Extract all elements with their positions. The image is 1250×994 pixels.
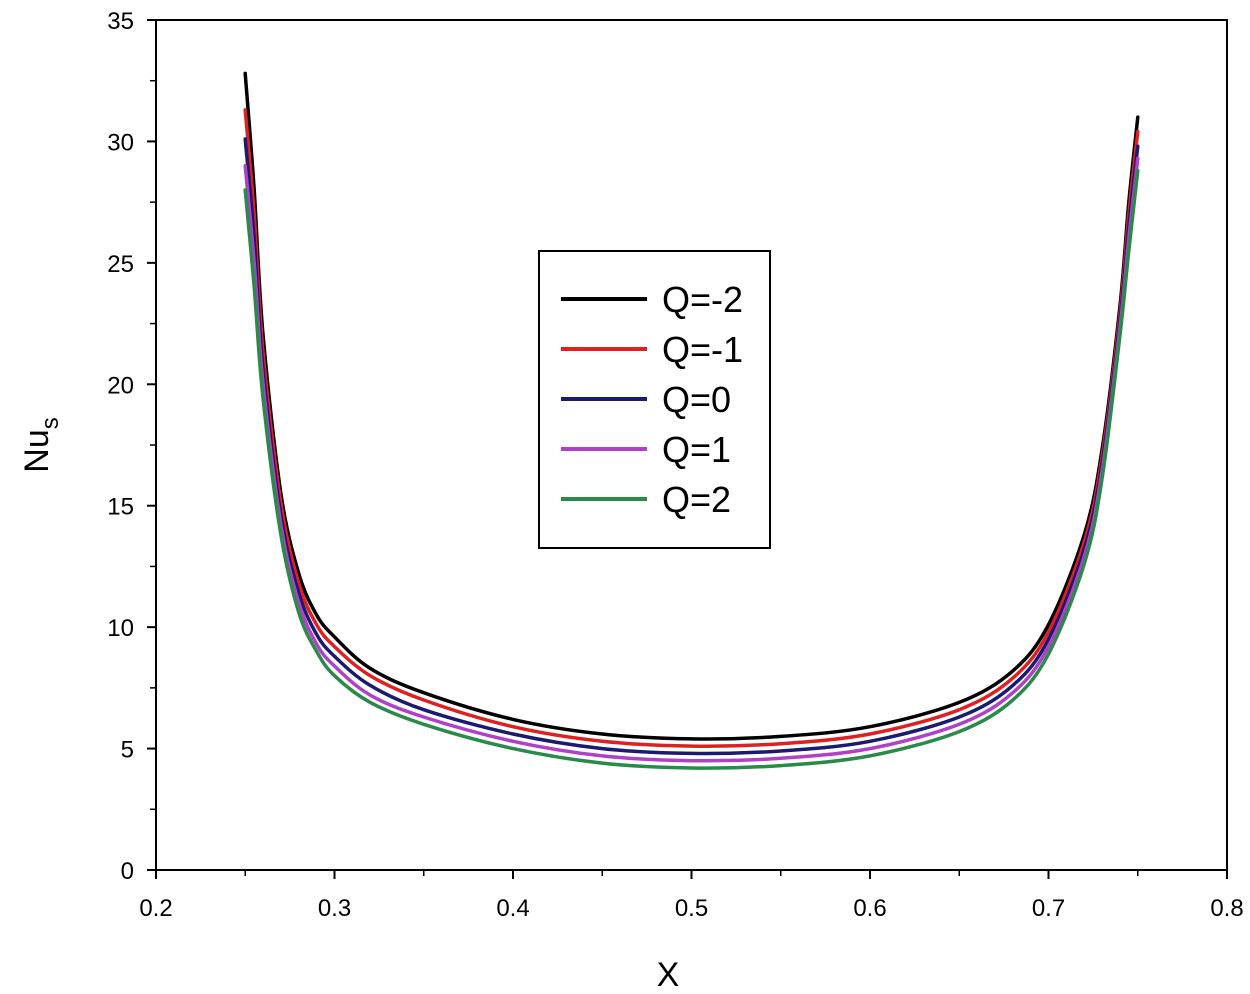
x-tick-label: 0.5 [675, 895, 708, 922]
legend-label: Q=2 [662, 479, 731, 520]
y-tick-label: 25 [107, 251, 134, 278]
y-axis-title-main: Nu [18, 429, 56, 472]
y-tick-label: 35 [107, 8, 134, 35]
legend-label: Q=-1 [662, 329, 743, 370]
svg-text:Nus: Nus [18, 417, 64, 472]
x-tick-label: 0.3 [318, 895, 351, 922]
x-axis-title: X [657, 956, 680, 994]
x-tick-label: 0.2 [139, 895, 172, 922]
y-axis-title: Nus [18, 417, 64, 472]
x-tick-label: 0.4 [496, 895, 529, 922]
y-axis-title-subscript: s [37, 417, 64, 429]
y-tick-label: 5 [121, 737, 134, 764]
series-lines [243, 71, 1140, 770]
y-tick-label: 10 [107, 615, 134, 642]
x-tick-label: 0.7 [1032, 895, 1065, 922]
y-tick-label: 20 [107, 372, 134, 399]
legend-label: Q=0 [662, 379, 731, 420]
y-tick-label: 30 [107, 129, 134, 156]
y-tick-label: 15 [107, 494, 134, 521]
y-axis-ticks: 0 5 10 15 20 25 30 35 [107, 8, 156, 885]
legend: Q=-2 Q=-1 Q=0 Q=1 Q=2 [538, 250, 771, 549]
legend-label: Q=-2 [662, 279, 743, 320]
x-tick-label: 0.8 [1210, 895, 1243, 922]
series-line-4 [243, 168, 1140, 770]
x-axis-ticks: 0.2 0.3 0.4 0.5 0.6 0.7 0.8 [139, 870, 1244, 922]
y-tick-label: 0 [121, 858, 134, 885]
legend-label: Q=1 [662, 429, 731, 470]
x-tick-label: 0.6 [853, 895, 886, 922]
